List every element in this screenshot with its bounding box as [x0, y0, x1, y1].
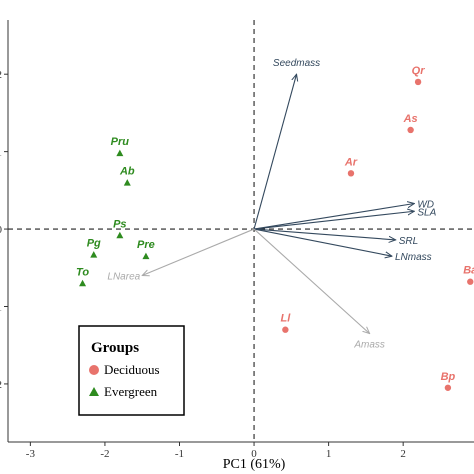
point-label-qr: Qr [412, 65, 426, 77]
vector-label-srl: SRL [399, 236, 418, 247]
vector-label-seedmass: Seedmass [273, 58, 320, 69]
y-axis-ticks: 2 1 0 1 2 [0, 69, 8, 391]
legend-triangle-icon [89, 387, 99, 396]
vector-arrow-lnmass [253, 228, 392, 256]
point-label-pre: Pre [137, 239, 155, 251]
y-tick-label: 0 [0, 224, 3, 236]
point-label-ll: Ll [280, 313, 291, 325]
y-tick-label: 1 [0, 147, 2, 159]
x-axis-ticks: -3 -2 -1 0 1 2 [26, 442, 406, 460]
legend: Groups Deciduous Evergreen [78, 325, 185, 416]
point-pg [90, 251, 98, 258]
x-axis-title: PC1 (61%) [223, 457, 286, 472]
x-tick-label: 0 [251, 448, 257, 460]
point-ps [116, 231, 124, 239]
point-pru [116, 149, 124, 157]
point-pre [142, 252, 150, 260]
legend-circle-icon [89, 365, 99, 375]
y-tick-label: 1 [0, 301, 2, 313]
data-points: Qr As Ar Ba Ll Bp Pru Ab Ps Pg Pre To [76, 65, 474, 391]
point-label-to: To [76, 266, 89, 278]
vector-arrow-srl [254, 228, 396, 240]
y-tick-label: 2 [0, 69, 2, 81]
point-label-pg: Pg [87, 238, 101, 250]
vector-arrow-lnarea [142, 228, 255, 275]
point-ll [282, 326, 289, 333]
point-label-pru: Pru [111, 136, 130, 148]
vector-label-amass: Amass [353, 340, 385, 351]
legend-label-deciduous: Deciduous [104, 362, 160, 377]
point-qr [414, 78, 422, 86]
point-label-ba: Ba [463, 265, 474, 277]
point-ba [467, 278, 474, 285]
point-label-ab: Ab [119, 166, 135, 178]
point-label-bp: Bp [441, 371, 456, 383]
vector-arrow-amass [253, 228, 370, 334]
point-bp [444, 384, 452, 391]
x-tick-label: -3 [26, 448, 36, 460]
point-ab [123, 179, 131, 186]
y-tick-label: 2 [0, 379, 2, 391]
vector-label-sla: SLA [417, 207, 436, 218]
x-tick-label: 1 [326, 448, 332, 460]
legend-title: Groups [91, 340, 139, 356]
x-tick-label: -2 [100, 448, 109, 460]
point-as [407, 126, 414, 134]
x-tick-label: -1 [175, 448, 184, 460]
point-label-ps: Ps [113, 218, 126, 230]
vector-label-lnarea: LNarea [107, 272, 140, 283]
vector-label-wd: WD [417, 200, 434, 211]
x-tick-label: 2 [400, 448, 406, 460]
vector-arrow-seedmass [253, 74, 296, 230]
vector-label-lnmass: LNmass [395, 252, 432, 263]
point-ar [347, 170, 355, 177]
plot-panel [7, 20, 474, 443]
vector-arrow-wd [253, 204, 414, 230]
point-label-ar: Ar [344, 156, 358, 168]
point-to [79, 279, 87, 287]
vector-arrow-sla [253, 211, 414, 230]
legend-label-evergreen: Evergreen [104, 384, 158, 399]
point-label-as: As [403, 113, 418, 125]
